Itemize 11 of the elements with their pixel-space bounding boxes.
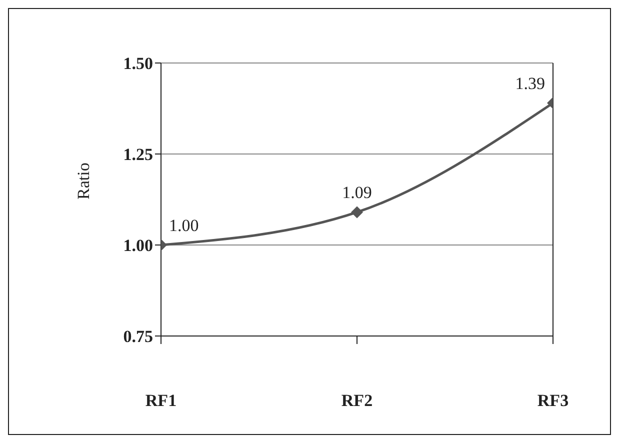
data-label: 1.39 [515,74,545,94]
data-label: 1.00 [169,216,199,235]
data-label: 1.09 [342,183,372,202]
y-tick-label: 1.00 [123,236,153,256]
x-tick-label: RF1 [145,391,177,410]
y-axis-title: Ratio [74,162,94,200]
x-tick-label: RF2 [341,391,373,410]
y-tick-label: 1.25 [123,145,153,164]
x-tick-label: RF3 [537,391,569,410]
y-tick-label: 0.75 [123,327,153,346]
y-tick-label: 1.50 [123,54,153,74]
